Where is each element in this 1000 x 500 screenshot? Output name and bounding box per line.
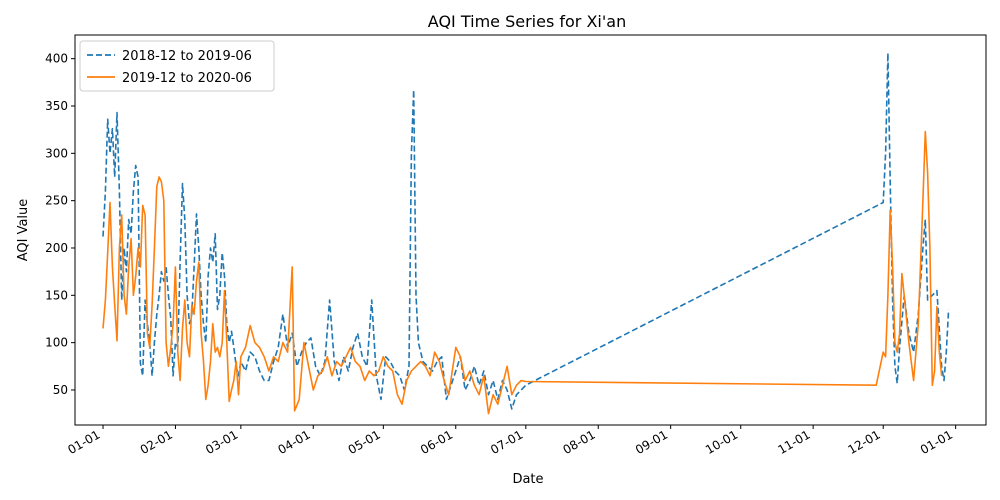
plot-frame [74,34,987,426]
x-tick-label: 04-01 [276,427,313,457]
y-tick-label: 100 [45,336,68,350]
y-axis-label: AQI Value [16,199,31,262]
y-tick-label: 300 [45,146,68,160]
y-tick-label: 50 [53,383,68,397]
y-tick-label: 200 [45,241,68,255]
y-tick-label: 350 [45,99,68,113]
x-axis-label: Date [512,472,543,487]
series-line-2 [102,130,943,415]
x-tick-label: 10-01 [703,427,740,457]
legend-box [79,40,275,92]
x-tick-label: 11-01 [775,427,812,457]
chart-title: AQI Time Series for Xi'an [428,12,626,31]
x-tick-label: 07-01 [488,427,525,457]
x-tick-label: 01-01 [918,427,955,457]
y-axis: 50 100 150 200 250 300 350 400 [45,52,75,397]
x-axis: 01-01 02-01 03-01 04-01 05-01 06-01 07-01 08-01… [65,425,957,457]
y-tick-label: 150 [45,288,68,302]
y-tick-label: 400 [45,52,68,66]
series-layer [102,52,950,415]
x-tick-label: 05-01 [346,427,383,457]
legend-label-series-2: 2019-12 to 2020-06 [122,71,252,86]
x-tick-label: 06-01 [418,427,455,457]
x-tick-label: 01-01 [65,427,102,457]
legend-label-series-1: 2018-12 to 2019-06 [122,49,252,64]
x-tick-label: 03-01 [203,427,240,457]
x-tick-label: 12-01 [846,427,883,457]
plot-area [75,35,986,425]
x-tick-label: 02-01 [138,427,175,457]
series-line-1 [102,52,950,410]
legend: 2018-12 to 2019-06 2019-12 to 2020-06 [79,40,275,92]
x-tick-label: 08-01 [561,427,598,457]
y-tick-label: 250 [45,194,68,208]
x-tick-label: 09-01 [633,427,670,457]
